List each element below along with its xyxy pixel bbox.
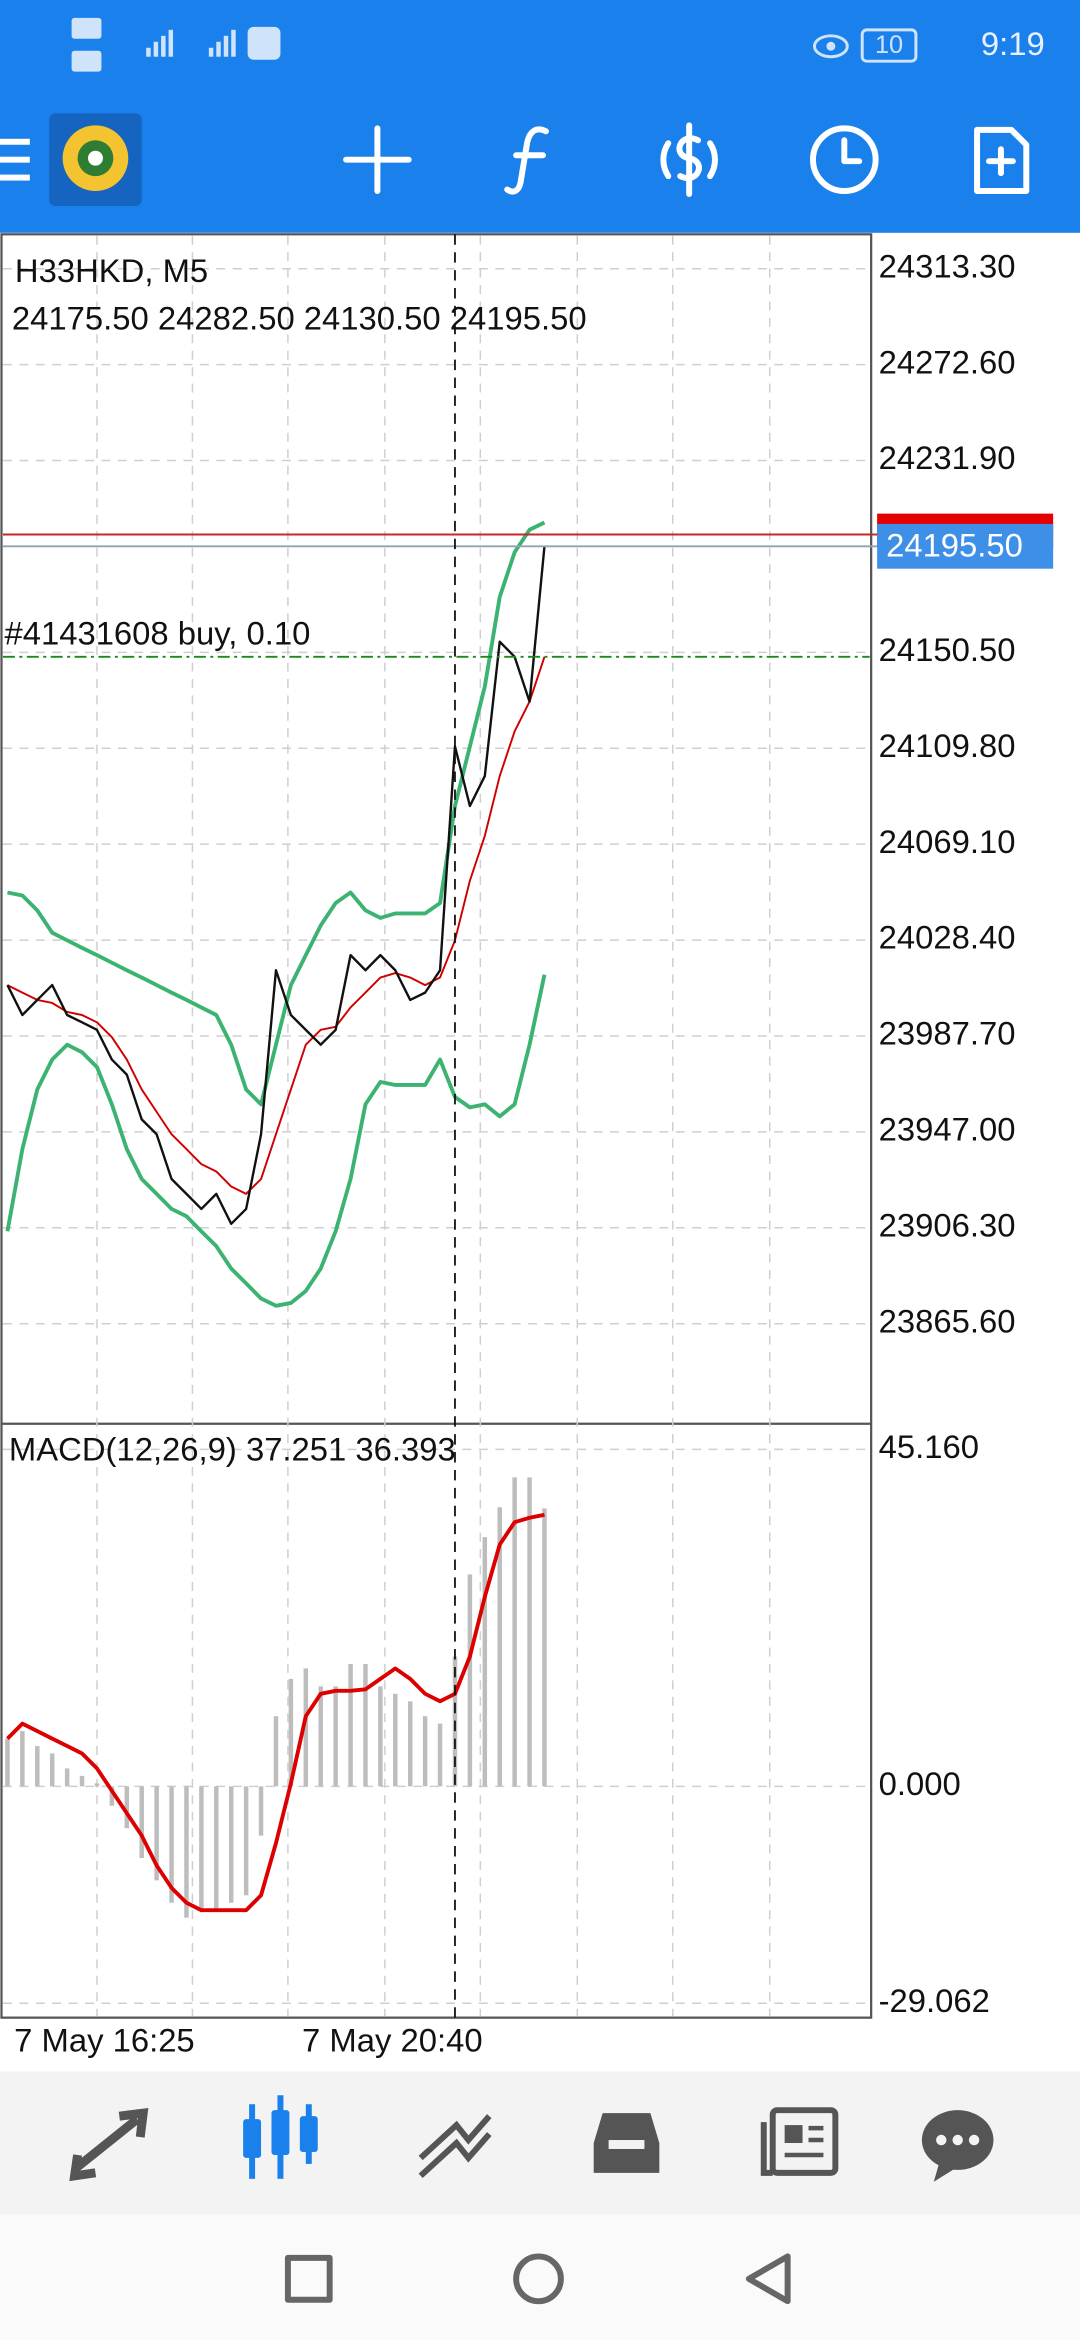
y-tick-label: 23906.30 <box>879 1206 1016 1243</box>
system-nav <box>0 2214 1080 2340</box>
history-tab[interactable] <box>593 2113 660 2173</box>
signal-icons <box>71 17 281 72</box>
histogram-bar <box>109 1786 115 1806</box>
indicators-button[interactable] <box>504 126 549 195</box>
y-tick-label: 24150.50 <box>879 631 1016 668</box>
battery-level: 10 <box>875 31 903 59</box>
histogram-bar <box>407 1701 413 1787</box>
histogram-bar <box>542 1508 547 1787</box>
histogram-bar <box>512 1477 517 1787</box>
y-tick-label: 24069.10 <box>879 823 1016 860</box>
order-label: #41431608 buy, 0.10 <box>4 615 310 652</box>
histogram-bar <box>497 1507 502 1787</box>
y-tick-label: -29.062 <box>879 1982 990 2019</box>
new-order-button[interactable] <box>974 126 1030 195</box>
y-tick-label: 45.160 <box>879 1428 979 1465</box>
clock: 9:19 <box>981 25 1045 62</box>
histogram-bar <box>184 1786 189 1918</box>
histogram-bar <box>49 1753 55 1787</box>
trade-button[interactable] <box>660 122 718 197</box>
histogram-bar <box>393 1693 398 1787</box>
y-tick-label: 24231.90 <box>879 439 1016 476</box>
chart-frame <box>0 233 873 2019</box>
histogram-bar <box>378 1686 383 1787</box>
home-button[interactable] <box>513 2253 564 2305</box>
histogram-bar <box>154 1786 159 1881</box>
recents-button[interactable] <box>284 2254 333 2303</box>
bid-label-box <box>877 523 1054 569</box>
app-bar <box>0 0 1080 233</box>
chat-tab[interactable] <box>921 2110 994 2182</box>
histogram-bar <box>318 1686 323 1787</box>
eye-icon <box>812 34 849 59</box>
histogram-bar <box>20 1731 25 1787</box>
histogram-bar <box>214 1786 219 1911</box>
histogram-bar <box>79 1775 85 1787</box>
histogram-bar <box>139 1786 144 1858</box>
histogram-bar <box>124 1786 130 1829</box>
chart-tab[interactable] <box>243 2095 318 2179</box>
histogram-bar <box>333 1686 338 1787</box>
histogram-bar <box>199 1786 204 1911</box>
histogram-bar <box>303 1668 309 1787</box>
menu-button[interactable] <box>0 138 30 181</box>
y-tick-label: 23865.60 <box>879 1302 1016 1339</box>
histogram-bar <box>422 1716 428 1787</box>
histogram-bar <box>273 1716 279 1787</box>
histogram-bar <box>5 1738 10 1787</box>
indicator-title: MACD(12,26,9) 37.251 36.393 <box>9 1431 456 1468</box>
time-label: 7 May 16:25 <box>14 2022 195 2059</box>
histogram-bar <box>94 1783 100 1787</box>
quotes-tab[interactable] <box>69 2108 149 2182</box>
y-tick-label: 24313.30 <box>879 247 1016 284</box>
chart-title: H33HKD, M5 <box>15 252 208 289</box>
histogram-bar <box>482 1537 488 1787</box>
histogram-bar <box>169 1786 174 1903</box>
battery-icon <box>860 28 918 63</box>
bid-label: 24195.50 <box>886 526 1023 563</box>
bottom-nav <box>0 2071 1080 2215</box>
histogram-bar <box>288 1678 294 1787</box>
trade-tab[interactable] <box>418 2114 492 2179</box>
y-tick-label: 24272.60 <box>879 343 1016 380</box>
time-label: 7 May 20:40 <box>302 2022 483 2059</box>
histogram-bar <box>64 1768 70 1787</box>
bollinger-band <box>7 520 546 1107</box>
histogram-bar <box>437 1723 443 1787</box>
histogram-bar <box>228 1786 234 1903</box>
y-tick-label: 24028.40 <box>879 919 1016 956</box>
histogram-bar <box>467 1574 473 1787</box>
histogram-bar <box>527 1477 532 1787</box>
back-button[interactable] <box>745 2253 791 2305</box>
histogram-bar <box>348 1663 353 1787</box>
histogram-bar <box>258 1786 264 1836</box>
crosshair-button[interactable] <box>343 125 412 195</box>
app-logo[interactable] <box>49 113 142 206</box>
y-tick-label: 24109.80 <box>879 727 1016 764</box>
news-tab[interactable] <box>760 2107 839 2176</box>
ohlc-values: 24175.50 24282.50 24130.50 24195.50 <box>12 300 587 337</box>
time-grid <box>96 235 771 2017</box>
price-line <box>6 546 546 1225</box>
histogram-bar <box>243 1786 249 1896</box>
y-tick-label: 0.000 <box>879 1765 961 1802</box>
y-tick-label: 23947.00 <box>879 1111 1016 1148</box>
y-tick-label: 23987.70 <box>879 1015 1016 1052</box>
histogram-bar <box>363 1663 368 1787</box>
histogram-bar <box>35 1746 40 1787</box>
history-button[interactable] <box>810 125 879 195</box>
